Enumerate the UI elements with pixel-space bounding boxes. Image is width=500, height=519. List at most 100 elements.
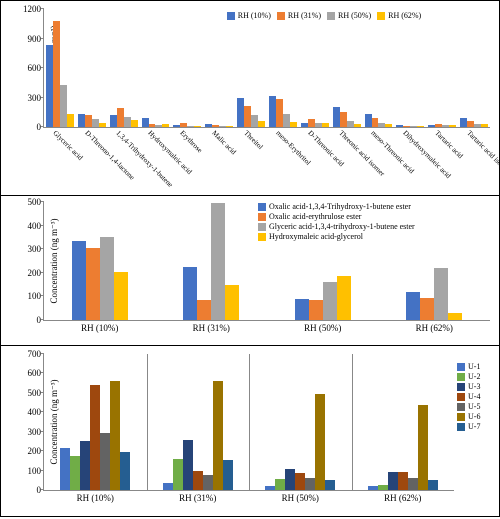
ytick: 0 — [37, 315, 45, 325]
bar — [213, 381, 223, 490]
bar — [269, 96, 276, 127]
bar — [131, 120, 138, 127]
legend-item: U-7 — [457, 422, 480, 431]
ytick: 0 — [37, 485, 45, 495]
x-category-label: RH (62%) — [352, 493, 455, 503]
x-category-label: 1,3,4-Trihydroxy-1-butene — [115, 129, 175, 189]
legend-item: U-2 — [457, 372, 480, 381]
bar — [92, 119, 99, 127]
bar — [435, 124, 442, 127]
bar — [481, 124, 488, 127]
legend-label: RH (50%) — [338, 11, 371, 20]
bar-group — [394, 125, 426, 127]
bar — [315, 394, 325, 490]
bar — [211, 203, 225, 320]
bar — [378, 485, 388, 490]
bar — [110, 115, 117, 127]
legend-swatch — [457, 393, 465, 401]
bar-group — [156, 203, 268, 320]
bar — [301, 123, 308, 127]
bar — [388, 472, 398, 490]
ytick: 100 — [28, 466, 45, 476]
bar — [197, 300, 211, 320]
plot-area-2: 0100200300400500Concentration (ng m⁻³)Ox… — [43, 202, 490, 321]
bar-group — [379, 268, 491, 320]
legend-label: Glyceric acid-1,3,4-trihydroxy-1-butene … — [269, 222, 415, 231]
bar — [99, 123, 106, 127]
bar — [265, 486, 275, 490]
bar-group — [44, 21, 76, 127]
ytick: 700 — [28, 349, 45, 359]
legend-label: U-6 — [468, 412, 480, 421]
bar — [337, 276, 351, 320]
bar — [100, 433, 110, 490]
bar — [315, 123, 322, 127]
bar — [46, 45, 53, 127]
bar — [365, 114, 372, 127]
bar — [225, 285, 239, 320]
legend-item: U-1 — [457, 362, 480, 371]
bar — [449, 125, 456, 127]
bar — [162, 124, 169, 127]
x-category-label: Tartaric acid — [433, 129, 464, 160]
bar — [100, 237, 114, 320]
x-category-label: Threitol — [242, 129, 264, 151]
bar — [285, 469, 295, 490]
bar — [408, 478, 418, 490]
ytick: 200 — [28, 446, 45, 456]
legend-swatch — [377, 12, 385, 20]
legend-item: Glyceric acid-1,3,4-trihydroxy-1-butene … — [258, 222, 488, 231]
bar — [460, 118, 467, 127]
bar — [244, 106, 251, 127]
bar — [203, 475, 213, 490]
bar-group — [426, 124, 458, 127]
bar — [354, 124, 361, 127]
bar — [428, 480, 438, 490]
legend-item: U-4 — [457, 392, 480, 401]
bar-group — [235, 98, 267, 127]
bar — [410, 126, 417, 127]
legend-swatch — [457, 373, 465, 381]
x-category-label: RH (31%) — [156, 323, 268, 333]
bar-group — [458, 118, 490, 127]
ytick: 600 — [28, 63, 45, 73]
bar — [305, 478, 315, 490]
bar — [72, 241, 86, 320]
x-category-label: RH (62%) — [379, 323, 491, 333]
legend-label: U-5 — [468, 402, 480, 411]
legend-item: RH (10%) — [227, 11, 271, 20]
bar — [194, 126, 201, 127]
bar — [333, 107, 340, 127]
bar — [283, 114, 290, 127]
plot-area-1: 03006009001200Concentration (ng m⁻³)RH (… — [43, 9, 490, 128]
bar-group — [108, 108, 140, 127]
legend-label: RH (31%) — [288, 11, 321, 20]
legend-item: U-3 — [457, 382, 480, 391]
ytick: 300 — [28, 244, 45, 254]
panel-3: 0100200300400500600700Concentration (ng … — [0, 346, 500, 517]
x-category-label: Glyceric acid — [51, 129, 84, 162]
bar — [155, 125, 162, 127]
bar — [117, 108, 124, 127]
bar-group — [363, 114, 395, 127]
bar — [223, 460, 233, 490]
x-category-label: Malic acid — [210, 129, 237, 156]
bar — [325, 480, 335, 490]
legend-label: U-4 — [468, 392, 480, 401]
panel-2: 0100200300400500Concentration (ng m⁻³)Ox… — [0, 196, 500, 346]
ytick: 1200 — [23, 4, 44, 14]
bar — [78, 114, 85, 127]
legend-swatch — [457, 413, 465, 421]
bar — [434, 268, 448, 320]
bar — [226, 126, 233, 127]
ytick: 200 — [28, 268, 45, 278]
panel-1: 03006009001200Concentration (ng m⁻³)RH (… — [0, 0, 500, 196]
bar — [70, 456, 80, 490]
x-category-label: RH (31%) — [147, 493, 250, 503]
bar — [417, 126, 424, 127]
bar — [398, 472, 408, 490]
bar — [173, 459, 183, 490]
legend-item: RH (31%) — [277, 11, 321, 20]
bar — [120, 452, 130, 490]
bar — [340, 112, 347, 127]
